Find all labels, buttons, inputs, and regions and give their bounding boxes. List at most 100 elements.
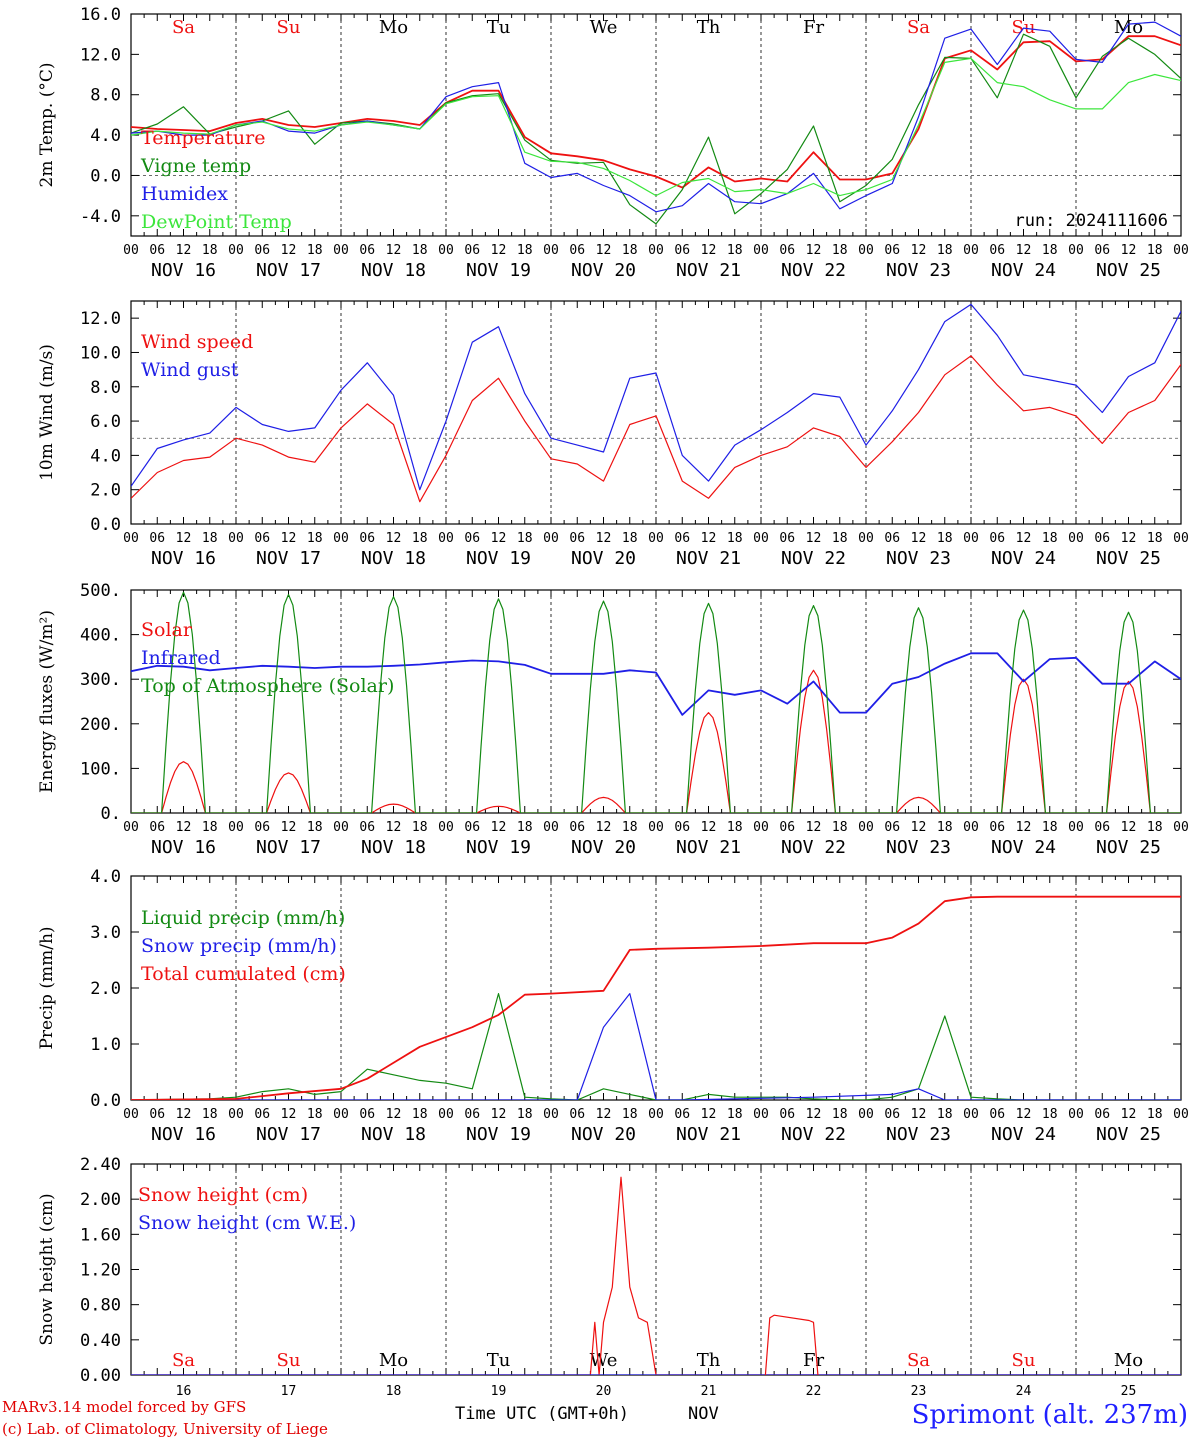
x-hour-label: 12: [176, 531, 192, 546]
x-date-label: NOV 23: [886, 260, 951, 281]
x-hour-label: 18: [202, 531, 218, 546]
weekday-label: Tu: [487, 1350, 511, 1371]
legend-entry: Wind speed: [141, 331, 253, 353]
x-hour-label: 06: [989, 820, 1005, 835]
x-hour-label: 12: [701, 243, 717, 258]
legend-entry: Snow height (cm): [138, 1184, 308, 1206]
station-name: Sprimont (alt. 237m): [911, 1400, 1188, 1430]
x-hour-label: 00: [228, 820, 244, 835]
x-hour-label: 12: [281, 531, 297, 546]
x-hour-label: 00: [438, 1107, 454, 1122]
y-axis-label: Precip (mm/h): [37, 926, 57, 1049]
weekday-label: Th: [697, 17, 721, 38]
x-hour-label: 06: [674, 531, 690, 546]
x-hour-label: 00: [1173, 243, 1189, 258]
x-hour-label: 06: [674, 1107, 690, 1122]
legend-entry: Top of Atmosphere (Solar): [141, 675, 394, 697]
y-tick-label: 100.: [80, 759, 121, 779]
x-date-label: NOV 19: [466, 548, 531, 569]
x-hour-label: 12: [281, 243, 297, 258]
x-hour-label: 00: [123, 531, 139, 546]
x-date-label: NOV 22: [781, 548, 846, 569]
legend-entry: Total cumulated (cm): [141, 963, 346, 985]
x-date-label: NOV 16: [151, 1124, 216, 1145]
y-tick-label: 8.0: [90, 86, 121, 106]
x-hour-label: 18: [412, 1107, 428, 1122]
plot-frame: [130, 589, 1182, 814]
legend-entry: DewPoint Temp: [141, 211, 292, 233]
x-hour-label: 12: [386, 243, 402, 258]
y-tick-label: 3.0: [90, 923, 121, 943]
y-tick-label: 4.0: [90, 126, 121, 146]
x-date-label: NOV 24: [991, 548, 1056, 569]
x-hour-label: 06: [1094, 1107, 1110, 1122]
x-hour-label: 06: [149, 243, 165, 258]
y-tick-label: 12.0: [80, 309, 121, 329]
x-hour-label: 12: [1121, 531, 1137, 546]
x-date-label: NOV 20: [571, 260, 636, 281]
y-tick-label: 4.0: [90, 446, 121, 466]
x-hour-label: 18: [1147, 820, 1163, 835]
legend-entry: Solar: [141, 619, 193, 641]
x-hour-label: 00: [543, 1107, 559, 1122]
x-hour-label: 06: [359, 531, 375, 546]
x-date-label: NOV 22: [781, 260, 846, 281]
x-hour-label: 18: [727, 243, 743, 258]
x-date-label: NOV 20: [571, 837, 636, 858]
x-hour-label: 00: [1173, 531, 1189, 546]
x-hour-label: 12: [386, 820, 402, 835]
x-hour-label: 18: [202, 243, 218, 258]
x-hour-label: 06: [569, 531, 585, 546]
x-hour-label: 06: [359, 820, 375, 835]
x-date-label: NOV 25: [1096, 260, 1161, 281]
y-axis-label: Snow height (cm): [37, 1193, 57, 1345]
y-axis-label: Energy fluxes (W/m²): [37, 610, 57, 793]
x-hour-label: 18: [622, 1107, 638, 1122]
x-date-label: NOV 17: [256, 837, 321, 858]
x-hour-label: 00: [228, 1107, 244, 1122]
x-hour-label: 06: [674, 820, 690, 835]
series-line: [131, 591, 1181, 813]
x-hour-label: 12: [911, 243, 927, 258]
x-hour-label: 06: [464, 820, 480, 835]
x-hour-label: 00: [858, 243, 874, 258]
x-date-label: NOV 23: [886, 548, 951, 569]
legend-entry: Infrared: [141, 647, 221, 669]
x-hour-label: 06: [989, 531, 1005, 546]
series-line: [131, 669, 1181, 813]
y-tick-label: 2.0: [90, 481, 121, 501]
x-day-number: 24: [1016, 1384, 1032, 1399]
x-hour-label: 18: [1147, 531, 1163, 546]
x-date-label: NOV 21: [676, 1124, 741, 1145]
weekday-label: Mo: [1114, 1350, 1143, 1371]
x-hour-label: 00: [228, 243, 244, 258]
x-hour-label: 18: [1042, 1107, 1058, 1122]
x-hour-label: 00: [1068, 243, 1084, 258]
x-day-number: 16: [176, 1384, 192, 1399]
x-hour-label: 06: [779, 531, 795, 546]
x-hour-label: 12: [701, 820, 717, 835]
x-hour-label: 12: [1121, 243, 1137, 258]
x-hour-label: 12: [806, 243, 822, 258]
weekday-label: Mo: [379, 17, 408, 38]
x-hour-label: 18: [937, 820, 953, 835]
weekday-label: Fr: [803, 17, 824, 38]
x-hour-label: 18: [1147, 243, 1163, 258]
x-date-label: NOV 22: [781, 1124, 846, 1145]
x-hour-label: 18: [1042, 243, 1058, 258]
series-line: [131, 35, 1181, 189]
x-day-number: 22: [806, 1384, 822, 1399]
x-hour-label: 00: [648, 820, 664, 835]
legend-entry: Snow precip (mm/h): [141, 935, 337, 957]
legend-entry: Humidex: [141, 183, 228, 205]
y-tick-label: 400.: [80, 626, 121, 646]
x-hour-label: 00: [438, 820, 454, 835]
weekday-label: Tu: [487, 17, 511, 38]
x-hour-label: 06: [569, 820, 585, 835]
x-hour-label: 06: [359, 243, 375, 258]
weekday-label: Sa: [172, 1350, 195, 1371]
x-hour-label: 06: [884, 820, 900, 835]
x-hour-label: 18: [1042, 531, 1058, 546]
weekday-label: Mo: [1114, 17, 1143, 38]
y-tick-label: 8.0: [90, 378, 121, 398]
